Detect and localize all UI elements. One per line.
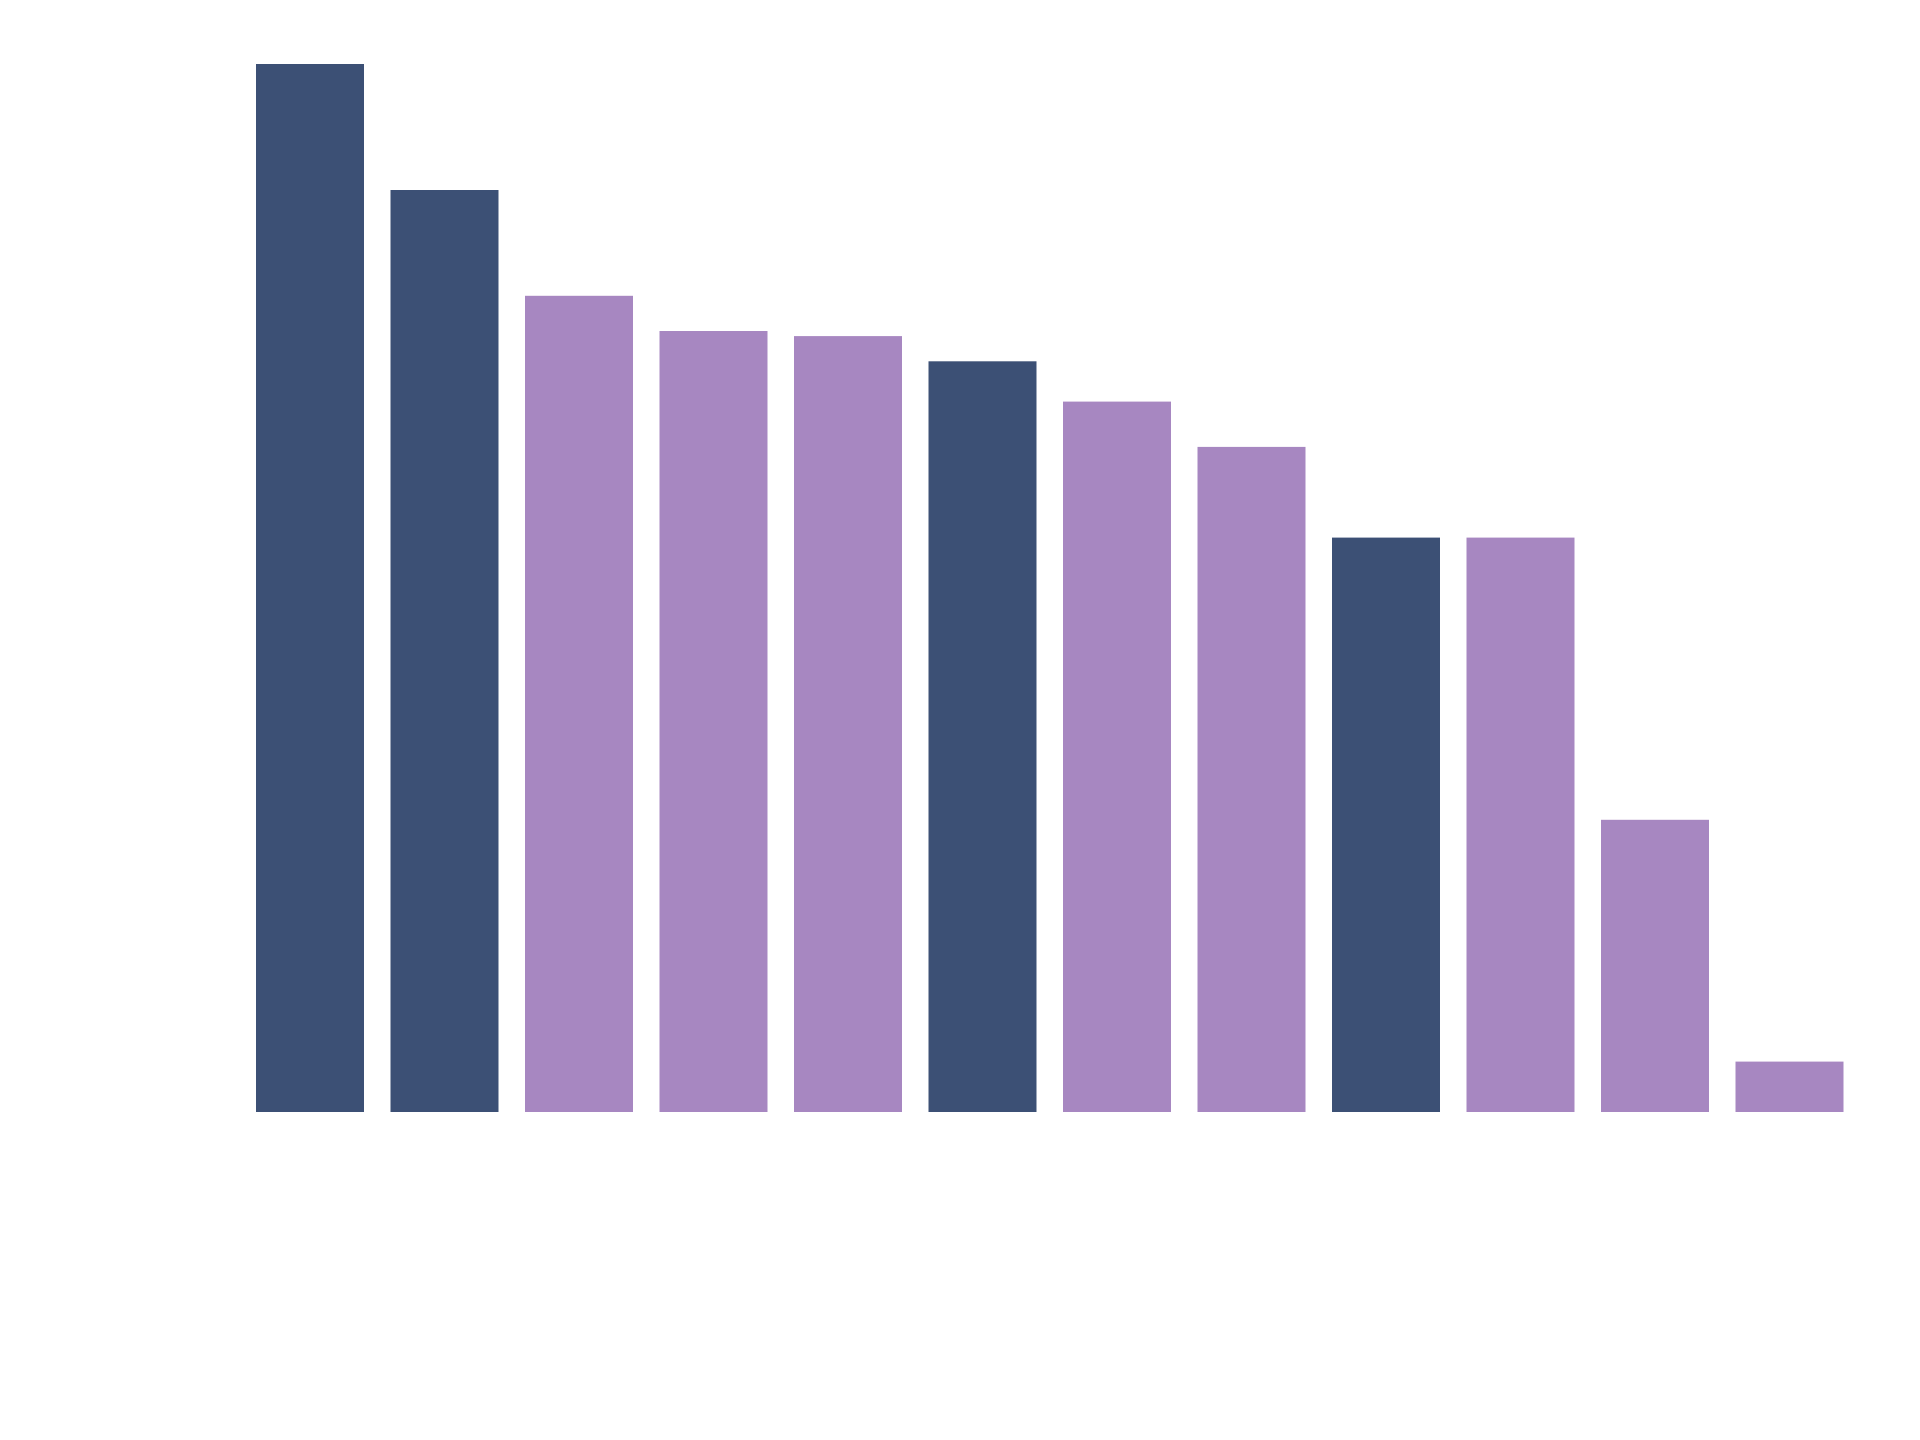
bars-layer bbox=[256, 64, 1844, 1113]
bar-2 bbox=[390, 190, 499, 1112]
bar-1 bbox=[256, 64, 364, 1112]
bar-12 bbox=[1735, 1061, 1844, 1112]
bar-4 bbox=[659, 331, 768, 1112]
bar-3 bbox=[525, 295, 633, 1112]
bar-6 bbox=[928, 361, 1037, 1112]
bar-5 bbox=[794, 336, 902, 1113]
bar-7 bbox=[1063, 401, 1171, 1113]
bar-8 bbox=[1197, 446, 1306, 1112]
bar-9 bbox=[1332, 537, 1440, 1112]
bar-10 bbox=[1466, 537, 1575, 1112]
bar-11 bbox=[1601, 819, 1709, 1112]
